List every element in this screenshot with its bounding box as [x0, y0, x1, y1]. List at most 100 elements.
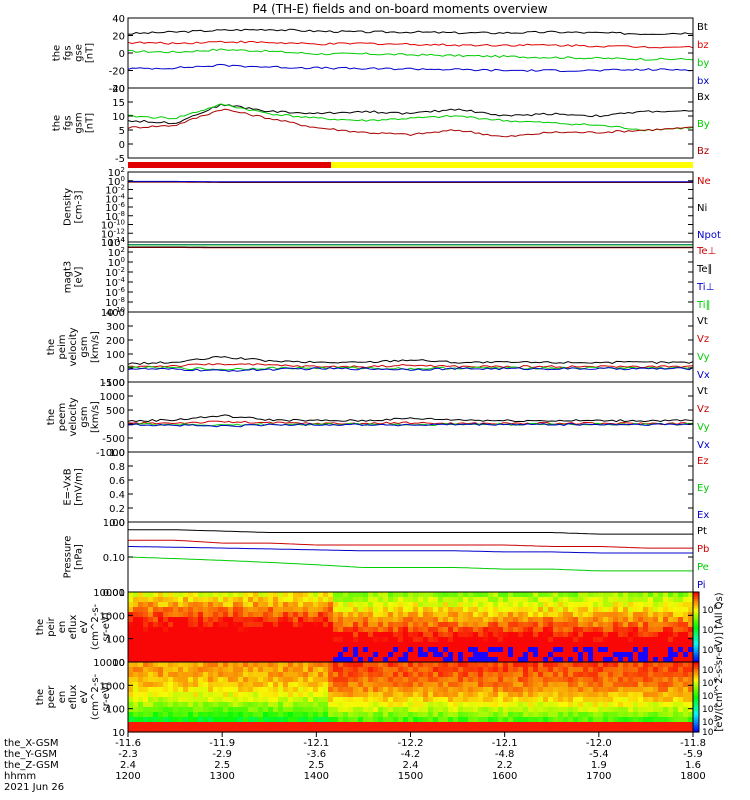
peir-heatmap-cell [208, 602, 214, 608]
peir-heatmap-cell [363, 602, 369, 608]
peer-heatmap-cell [678, 687, 684, 693]
peir-heatmap-cell [648, 597, 654, 603]
peir-heatmap-cell [193, 602, 199, 608]
peir-heatmap-cell [333, 612, 339, 618]
peir-heatmap-cell [138, 652, 144, 658]
peer-heatmap-cell [648, 682, 654, 688]
peer-heatmap-cell [428, 692, 434, 698]
peer-heatmap-cell [328, 722, 334, 728]
peir-heatmap-cell [533, 632, 539, 638]
peer-heatmap-cell [563, 707, 569, 713]
peer-heatmap-cell [193, 677, 199, 683]
peer-heatmap-cell [573, 727, 579, 733]
peir-heatmap-cell [528, 632, 534, 638]
peer-heatmap-cell [273, 722, 279, 728]
temp-ytick-label: 100 [108, 256, 125, 269]
peir-heatmap-cell [663, 612, 669, 618]
peir-heatmap-cell [138, 592, 144, 598]
peir-heatmap-cell [673, 657, 679, 663]
peer-heatmap-cell [593, 687, 599, 693]
peir-heatmap-cell [593, 647, 599, 653]
peir-heatmap-cell [523, 657, 529, 663]
peer-heatmap-cell [318, 712, 324, 718]
peir-heatmap-cell [608, 622, 614, 628]
peer-heatmap-cell [213, 727, 219, 733]
peir-heatmap-cell [218, 617, 224, 623]
peer-heatmap-cell [253, 722, 259, 728]
peir-heatmap-cell [578, 602, 584, 608]
peir-heatmap-cell [413, 597, 419, 603]
peir-heatmap-cell [213, 627, 219, 633]
peer-heatmap-cell [433, 667, 439, 673]
peer-heatmap-cell [398, 727, 404, 733]
peer-heatmap-cell [208, 667, 214, 673]
peir-heatmap-cell [303, 597, 309, 603]
peir-heatmap-cell [138, 632, 144, 638]
peer-heatmap-cell [268, 697, 274, 703]
peer-heatmap-cell [403, 677, 409, 683]
peir-heatmap-cell [468, 637, 474, 643]
peer-heatmap-cell [408, 722, 414, 728]
peir-heatmap-cell [448, 617, 454, 623]
peer-heatmap-cell [663, 702, 669, 708]
peir-heatmap-cell [553, 627, 559, 633]
peir-heatmap-cell [353, 622, 359, 628]
peer-heatmap-cell [658, 687, 664, 693]
peir-heatmap-cell [238, 642, 244, 648]
peir-heatmap-cell [393, 592, 399, 598]
peir-heatmap-cell [508, 612, 514, 618]
peir-heatmap-cell [243, 652, 249, 658]
peer-heatmap-cell [668, 672, 674, 678]
peir-heatmap-cell [373, 637, 379, 643]
peir-heatmap-cell [213, 607, 219, 613]
peer-heatmap-cell [203, 682, 209, 688]
peir-heatmap-cell [383, 637, 389, 643]
peer-heatmap-cell [653, 677, 659, 683]
peem-ytick-label: 1000 [100, 392, 125, 403]
peir-heatmap-cell [663, 592, 669, 598]
peir-heatmap-cell [688, 622, 694, 628]
peir-heatmap-cell [418, 632, 424, 638]
peir-heatmap-cell [383, 617, 389, 623]
peir-heatmap-cell [608, 607, 614, 613]
peir-heatmap-cell [533, 627, 539, 633]
peir-heatmap-cell [298, 617, 304, 623]
efield-ytick-label: 1.0 [109, 448, 125, 459]
peir-heatmap-cell [683, 602, 689, 608]
peir-heatmap-cell [543, 617, 549, 623]
peer-heatmap-cell [508, 697, 514, 703]
peer-heatmap-cell [303, 707, 309, 713]
peir-heatmap-cell [608, 647, 614, 653]
peer-heatmap-cell [133, 687, 139, 693]
peer-heatmap-cell [278, 722, 284, 728]
mode-bar-segment [128, 162, 331, 168]
peer-heatmap-cell [678, 682, 684, 688]
pressure-ytick-label: 0.10 [103, 553, 125, 564]
peer-heatmap-cell [458, 712, 464, 718]
peer-heatmap-cell [298, 697, 304, 703]
peer-heatmap-cell [253, 682, 259, 688]
peir-heatmap-cell [373, 597, 379, 603]
peer-heatmap-cell [648, 727, 654, 733]
peer-heatmap-cell [473, 697, 479, 703]
temp-legend-Ti∥: Ti∥ [696, 300, 711, 311]
peer-heatmap-cell [148, 717, 154, 723]
peir-heatmap-cell [508, 607, 514, 613]
peir-heatmap-cell [283, 657, 289, 663]
peir-heatmap-cell [533, 602, 539, 608]
peer-heatmap-cell [603, 722, 609, 728]
peer-heatmap-cell [503, 727, 509, 733]
peer-heatmap-cell [593, 672, 599, 678]
peer-heatmap-cell [128, 687, 134, 693]
peir-heatmap-cell [448, 647, 454, 653]
peer-heatmap-cell [413, 697, 419, 703]
peer-heatmap-cell [508, 682, 514, 688]
peer-heatmap-cell [588, 677, 594, 683]
peir-heatmap-cell [468, 612, 474, 618]
peer-heatmap-cell [498, 667, 504, 673]
peer-heatmap-cell [348, 672, 354, 678]
peer-heatmap-cell [138, 692, 144, 698]
peer-heatmap-cell [468, 662, 474, 668]
peer-heatmap-cell [178, 662, 184, 668]
peer-heatmap-cell [593, 702, 599, 708]
